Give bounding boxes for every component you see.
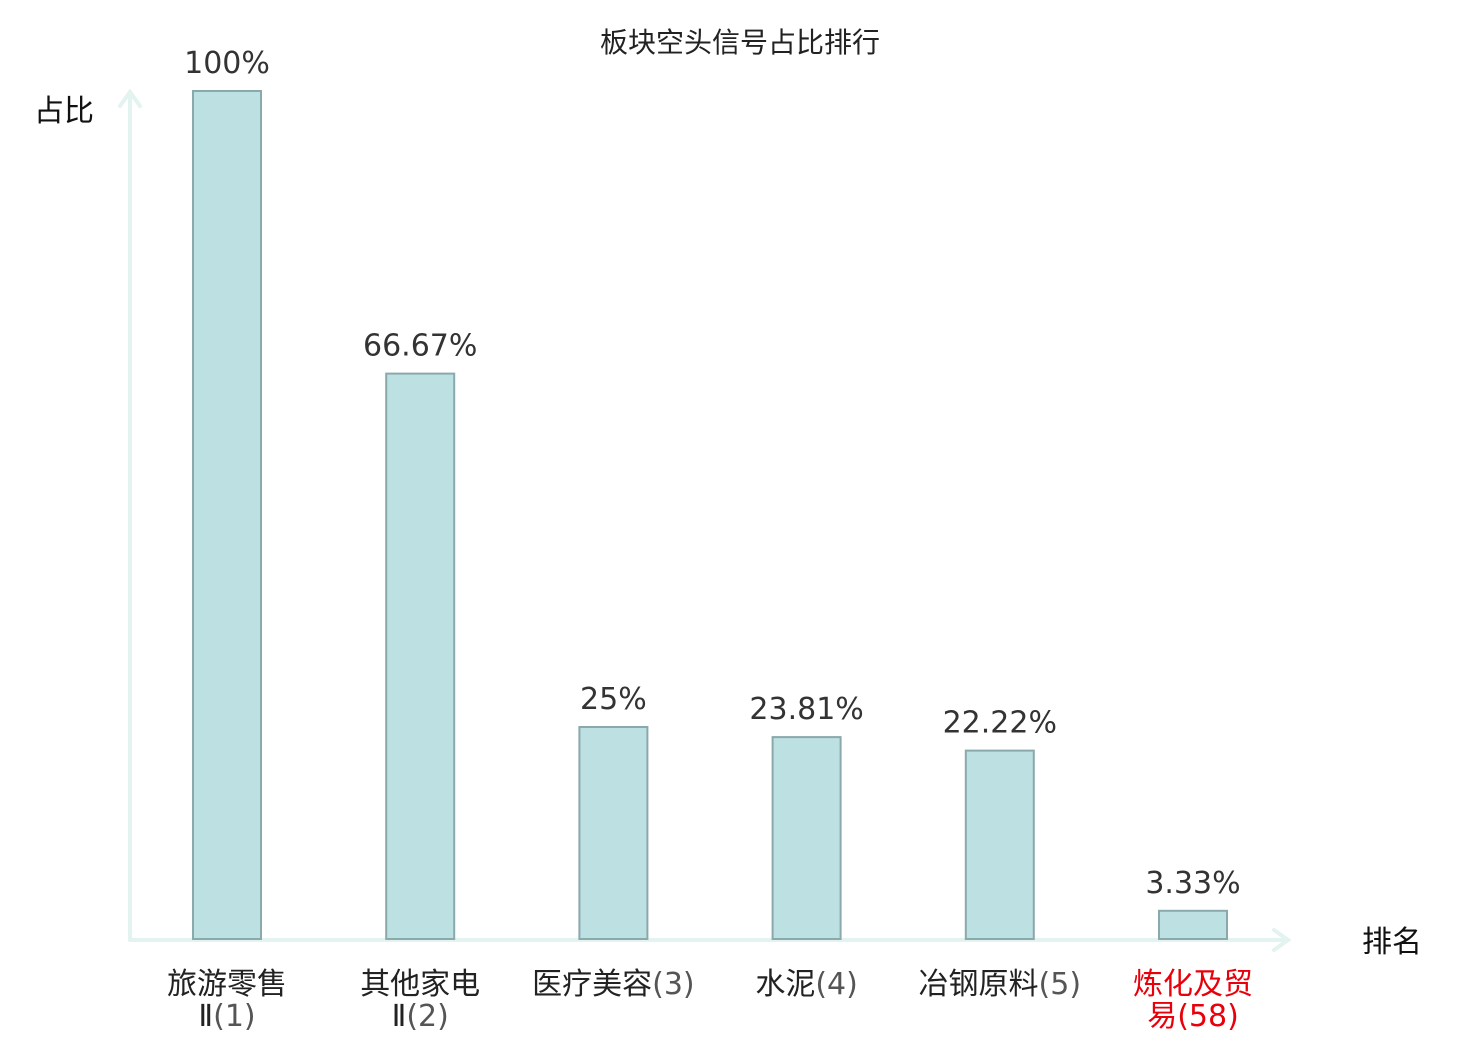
bars-group [192, 90, 1228, 941]
category-rank: (3) [652, 967, 695, 1002]
category-name: 医疗美容 [532, 967, 652, 1002]
category-name: 其他家电 [360, 967, 480, 1002]
category-label: 水泥(4) [755, 967, 858, 1002]
value-label: 100% [184, 46, 270, 81]
category-label: 炼化及贸易(58) [1133, 967, 1253, 1034]
chart-title: 板块空头信号占比排行 [600, 26, 880, 59]
category-name-cont: Ⅱ [392, 999, 407, 1034]
category-name-cont: 易 [1147, 999, 1177, 1034]
category-name: 炼化及贸 [1133, 967, 1253, 1002]
x-axis-label: 排名 [1362, 925, 1422, 960]
category-rank: (2) [406, 999, 449, 1034]
category-rank: (58) [1177, 999, 1239, 1034]
bar [1158, 909, 1228, 940]
x-axis [128, 928, 1292, 952]
category-rank: (5) [1039, 967, 1082, 1002]
category-rank: (4) [815, 967, 858, 1002]
category-label: 其他家电 Ⅱ(2) [360, 967, 480, 1034]
bar [192, 90, 262, 940]
value-label: 22.22% [943, 706, 1057, 741]
value-label: 25% [580, 682, 647, 717]
category-label: 旅游零售 Ⅱ(1) [167, 967, 287, 1034]
bar [578, 726, 649, 940]
value-label: 3.33% [1145, 866, 1240, 901]
value-label: 23.81% [749, 692, 863, 727]
category-label: 冶钢原料(5) [919, 967, 1082, 1002]
category-name: 旅游零售 [167, 967, 287, 1002]
x-axis-arrow [1272, 928, 1292, 952]
y-axis-label: 占比 [34, 94, 94, 129]
bar [385, 372, 456, 941]
category-labels-group: 旅游零售 Ⅱ(1)其他家电 Ⅱ(2)医疗美容(3) 水泥(4) 冶钢原料(5) 炼化及贸易… [167, 967, 1253, 1034]
y-axis-arrow [118, 88, 142, 108]
value-label: 66.67% [363, 329, 477, 364]
category-name: 冶钢原料 [919, 967, 1039, 1002]
category-name: 水泥 [755, 967, 815, 1002]
y-axis [118, 88, 142, 942]
bar [964, 749, 1035, 940]
bar [771, 736, 842, 940]
category-rank: (1) [213, 999, 256, 1034]
category-label: 医疗美容(3) [532, 967, 695, 1002]
category-name-cont: Ⅱ [198, 999, 213, 1034]
value-labels-group: 100% 66.67% 25% 23.81% 22.22% 3.33% [184, 46, 1241, 901]
